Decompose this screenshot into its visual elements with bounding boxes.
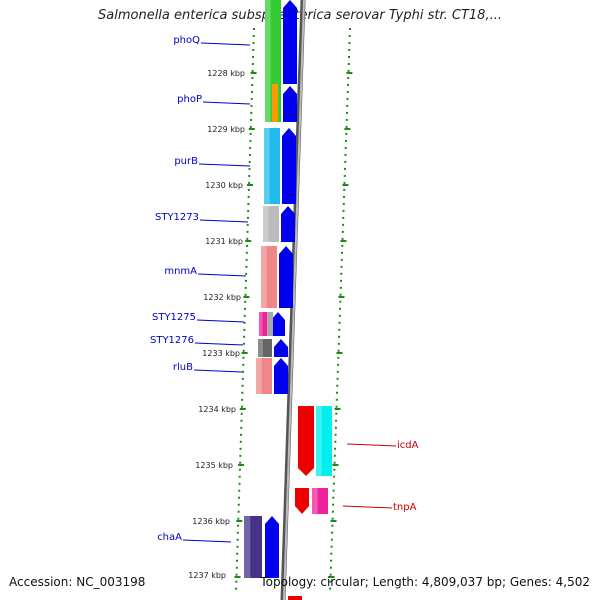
gene-rlub-block-shade bbox=[256, 358, 262, 394]
gene-sty1276-block bbox=[258, 339, 272, 357]
gene-icda-block-shade bbox=[316, 406, 322, 476]
gene-sty1273-arrow bbox=[281, 206, 295, 242]
gene-label-sty1275: STY1275 bbox=[152, 312, 196, 323]
gene-label-sty1275-leader bbox=[196, 319, 245, 323]
gene-label-sty1273: STY1273 bbox=[155, 212, 199, 223]
gene-tnpa-block-shade bbox=[312, 488, 318, 514]
kbp-tick-label: 1236 kbp bbox=[192, 517, 230, 526]
kbp-tick-label: 1232 kbp bbox=[203, 293, 241, 302]
gene-label-icda-leader bbox=[346, 443, 397, 447]
gene-label-chaa: chaA bbox=[157, 532, 182, 543]
gene-sty1276-arrow bbox=[274, 339, 288, 357]
gene-phoq-block-shade bbox=[265, 0, 271, 122]
gene-label-tnpa: tnpA bbox=[393, 502, 417, 513]
gene-chaa-block bbox=[244, 516, 262, 578]
gene-icda-block bbox=[316, 406, 332, 476]
genome-backbone-highlight bbox=[283, 0, 305, 600]
gene-phoq-arrow bbox=[283, 0, 297, 84]
gene-sty1275-arrow bbox=[271, 312, 285, 336]
gene-label-phoq: phoQ bbox=[173, 35, 200, 46]
kbp-tick-label: 1229 kbp bbox=[207, 125, 245, 134]
gene-mnma-block-shade bbox=[261, 246, 267, 308]
gene-rlub-arrow bbox=[274, 358, 288, 394]
gene-label-sty1276-leader bbox=[194, 342, 244, 346]
kbp-tick-label: 1233 kbp bbox=[202, 349, 240, 358]
kbp-tick-label: 1237 kbp bbox=[188, 571, 226, 580]
gene-chaa-block-shade bbox=[244, 516, 251, 578]
gene-purb-arrow bbox=[282, 128, 296, 204]
gene-label-sty1276: STY1276 bbox=[150, 335, 194, 346]
gene-sty1276-block-shade bbox=[258, 339, 263, 357]
gene-chaa-arrow bbox=[265, 516, 279, 578]
gene-sty1275-block-shade bbox=[259, 312, 263, 336]
gene-sty1275-accent bbox=[267, 312, 273, 336]
gene-sty1273-block-shade bbox=[263, 206, 269, 242]
right-boundary-dots bbox=[329, 27, 351, 593]
kbp-tick-label: 1235 kbp bbox=[195, 461, 233, 470]
gene-tnpa-arrow bbox=[295, 488, 309, 514]
gene-label-phoq-leader bbox=[200, 42, 251, 46]
gene-label-rlub: rluB bbox=[173, 362, 193, 373]
kbp-tick-label: 1234 kbp bbox=[198, 405, 236, 414]
gene-mnma-block bbox=[261, 246, 277, 308]
gene-phop-arrow bbox=[283, 86, 297, 122]
gene-sty1275-block bbox=[259, 312, 269, 336]
gene-label-rlub-leader bbox=[193, 369, 243, 373]
gene-mnma-arrow bbox=[279, 246, 293, 308]
gene-label-purb-leader bbox=[198, 163, 251, 167]
gene-phop-block-shade bbox=[265, 84, 271, 122]
gene-label-tnpa-leader bbox=[342, 505, 393, 509]
gene-label-icda: icdA bbox=[397, 440, 419, 451]
kbp-tick-label: 1228 kbp bbox=[207, 69, 245, 78]
gene-label-purb: purB bbox=[174, 156, 198, 167]
gene-purb-block bbox=[264, 128, 280, 204]
gene-tnpa-block bbox=[312, 488, 328, 514]
gene-sty1273-block bbox=[263, 206, 279, 242]
gene-label-mnma-leader bbox=[197, 273, 247, 277]
gene-partial-block bbox=[288, 596, 302, 600]
accession-label: Accession: NC_003198 bbox=[9, 575, 146, 589]
gene-phop-accent bbox=[272, 84, 278, 122]
gene-label-phop-leader bbox=[202, 101, 251, 105]
gene-icda-arrow bbox=[298, 406, 314, 476]
kbp-tick-label: 1230 kbp bbox=[205, 181, 243, 190]
gene-rlub-block bbox=[256, 358, 272, 394]
topology-label: Topology: circular; Length: 4,809,037 bp… bbox=[260, 575, 590, 589]
kbp-tick-label: 1231 kbp bbox=[205, 237, 243, 246]
gene-purb-block-shade bbox=[264, 128, 270, 204]
gene-label-mnma: mnmA bbox=[164, 266, 197, 277]
left-boundary-dots bbox=[235, 27, 255, 593]
gene-label-sty1273-leader bbox=[199, 219, 249, 223]
gene-label-chaa-leader bbox=[182, 539, 232, 543]
gene-label-phop: phoP bbox=[177, 94, 202, 105]
